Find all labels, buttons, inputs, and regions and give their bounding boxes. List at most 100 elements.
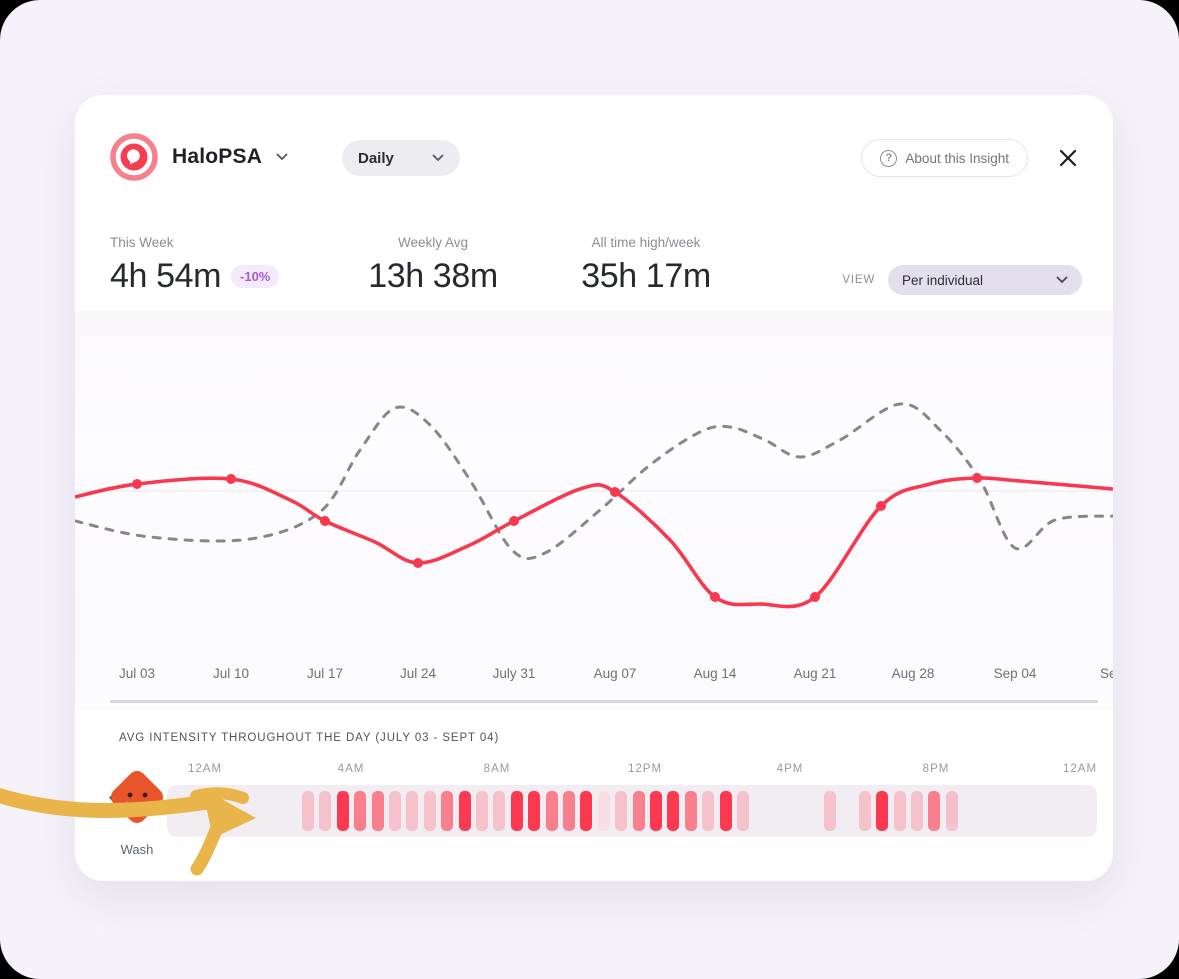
x-axis-tick: Se [1100, 666, 1113, 681]
intensity-strip [167, 785, 1097, 837]
intensity-bar [684, 791, 697, 831]
data-point-dot [413, 558, 423, 568]
intensity-bar [493, 791, 506, 831]
stat-weekly-avg: Weekly Avg 13h 38m [333, 235, 533, 296]
data-point-dot [509, 516, 519, 526]
x-axis-tick: Jul 03 [119, 666, 155, 681]
time-label: 8AM [483, 763, 511, 775]
intensity-bar [911, 791, 923, 831]
intensity-bar [858, 791, 871, 831]
intensity-bar [824, 791, 836, 831]
halopsa-logo-icon [110, 133, 158, 181]
intensity-bar [580, 791, 593, 831]
x-axis-tick: Jul 24 [400, 666, 437, 681]
data-point-dot [810, 592, 820, 602]
data-point-dot [132, 479, 142, 489]
app-selector[interactable]: HaloPSA [110, 133, 288, 181]
chevron-down-icon [432, 154, 444, 162]
intensity-bar [406, 791, 419, 831]
intensity-bar [336, 791, 349, 831]
chevron-down-icon [1056, 276, 1068, 284]
x-axis-tick: Jul 10 [213, 666, 249, 681]
intensity-bar [371, 791, 384, 831]
question-mark-icon: ? [880, 149, 898, 167]
card-header: HaloPSA Daily ? About this Insight [75, 95, 1113, 205]
intensity-title: AVG INTENSITY THROUGHOUT THE DAY (JULY 0… [119, 732, 500, 744]
intensity-bar [597, 791, 610, 831]
stat-value: 13h 38m [368, 257, 498, 295]
about-insight-button[interactable]: ? About this Insight [861, 139, 1028, 177]
stat-all-time-high: All time high/week 35h 17m [546, 235, 746, 296]
stat-label: This Week [110, 235, 174, 250]
x-axis-tick: Aug 14 [694, 666, 737, 681]
x-axis-tick: July 31 [493, 666, 536, 681]
intensity-bar [667, 791, 680, 831]
header-actions: ? About this Insight [861, 139, 1082, 177]
chart-divider [110, 700, 1098, 703]
time-label: 12AM [187, 763, 223, 775]
period-dropdown-value: Daily [358, 149, 394, 167]
data-point-dot [972, 473, 982, 483]
intensity-bar [389, 791, 401, 831]
x-axis-tick: Aug 28 [892, 666, 935, 681]
intensity-bar [702, 791, 715, 831]
intensity-bar [615, 791, 628, 831]
x-axis-tick: Aug 07 [594, 666, 637, 681]
insight-card: HaloPSA Daily ? About this Insight [75, 95, 1113, 881]
x-axis-tick: Sep 04 [994, 666, 1037, 681]
intensity-bar [476, 791, 488, 831]
stat-this-week: This Week 4h 54m -10% [110, 235, 280, 296]
time-label: 4PM [776, 763, 804, 775]
intensity-time-axis: 12AM 4AM 8AM 12PM 4PM 8PM 12AM [75, 763, 1113, 779]
intensity-bar [302, 791, 314, 831]
close-button[interactable] [1054, 144, 1082, 172]
view-control: VIEW Per individual [842, 265, 1082, 295]
intensity-bar [945, 791, 958, 831]
mascot-label: Wash [120, 842, 154, 857]
period-dropdown[interactable]: Daily [342, 140, 460, 176]
about-insight-label: About this Insight [905, 150, 1009, 166]
view-dropdown[interactable]: Per individual [888, 265, 1082, 295]
time-label: 4AM [337, 763, 365, 775]
intensity-bar [528, 791, 541, 831]
intensity-bar [319, 791, 332, 831]
trend-badge: -10% [231, 265, 280, 288]
trend-chart: Jul 03 Jul 10 Jul 17 Jul 24 July 31 Aug 07 Aug… [75, 310, 1113, 710]
data-point-dot [320, 516, 330, 526]
stat-label: Weekly Avg [397, 235, 469, 250]
intensity-bar [893, 791, 906, 831]
intensity-bar [441, 791, 454, 831]
data-point-dot [710, 592, 720, 602]
x-axis-tick: Jul 17 [307, 666, 343, 681]
intensity-bar [545, 791, 558, 831]
close-icon [1059, 149, 1077, 167]
data-point-dot [876, 501, 886, 511]
chart-line-previous-period [75, 402, 1113, 561]
intensity-bar [632, 791, 645, 831]
view-label: VIEW [842, 274, 875, 286]
x-axis-tick: Aug 21 [794, 666, 837, 681]
stat-value: 35h 17m [581, 257, 711, 295]
data-point-dot [610, 487, 620, 497]
intensity-bar [719, 791, 732, 831]
chart-line-this-period [75, 476, 1113, 609]
mascot-avatar [109, 771, 163, 823]
intensity-bar [737, 791, 749, 831]
intensity-bar [876, 791, 889, 831]
intensity-bar [650, 791, 662, 831]
intensity-bar [563, 791, 575, 831]
stat-value: 4h 54m [110, 257, 222, 295]
time-label: 12PM [627, 763, 663, 775]
stats-row: This Week 4h 54m -10% Weekly Avg 13h 38m… [75, 235, 1113, 315]
data-point-dot [226, 474, 236, 484]
intensity-bar [423, 791, 436, 831]
time-label: 12AM [1062, 763, 1098, 775]
intensity-bar [510, 791, 523, 831]
app-title: HaloPSA [172, 145, 263, 168]
stat-label: All time high/week [591, 235, 701, 250]
view-dropdown-value: Per individual [902, 272, 984, 288]
intensity-bar [928, 791, 941, 831]
intensity-bar [458, 791, 471, 831]
time-label: 8PM [922, 763, 950, 775]
